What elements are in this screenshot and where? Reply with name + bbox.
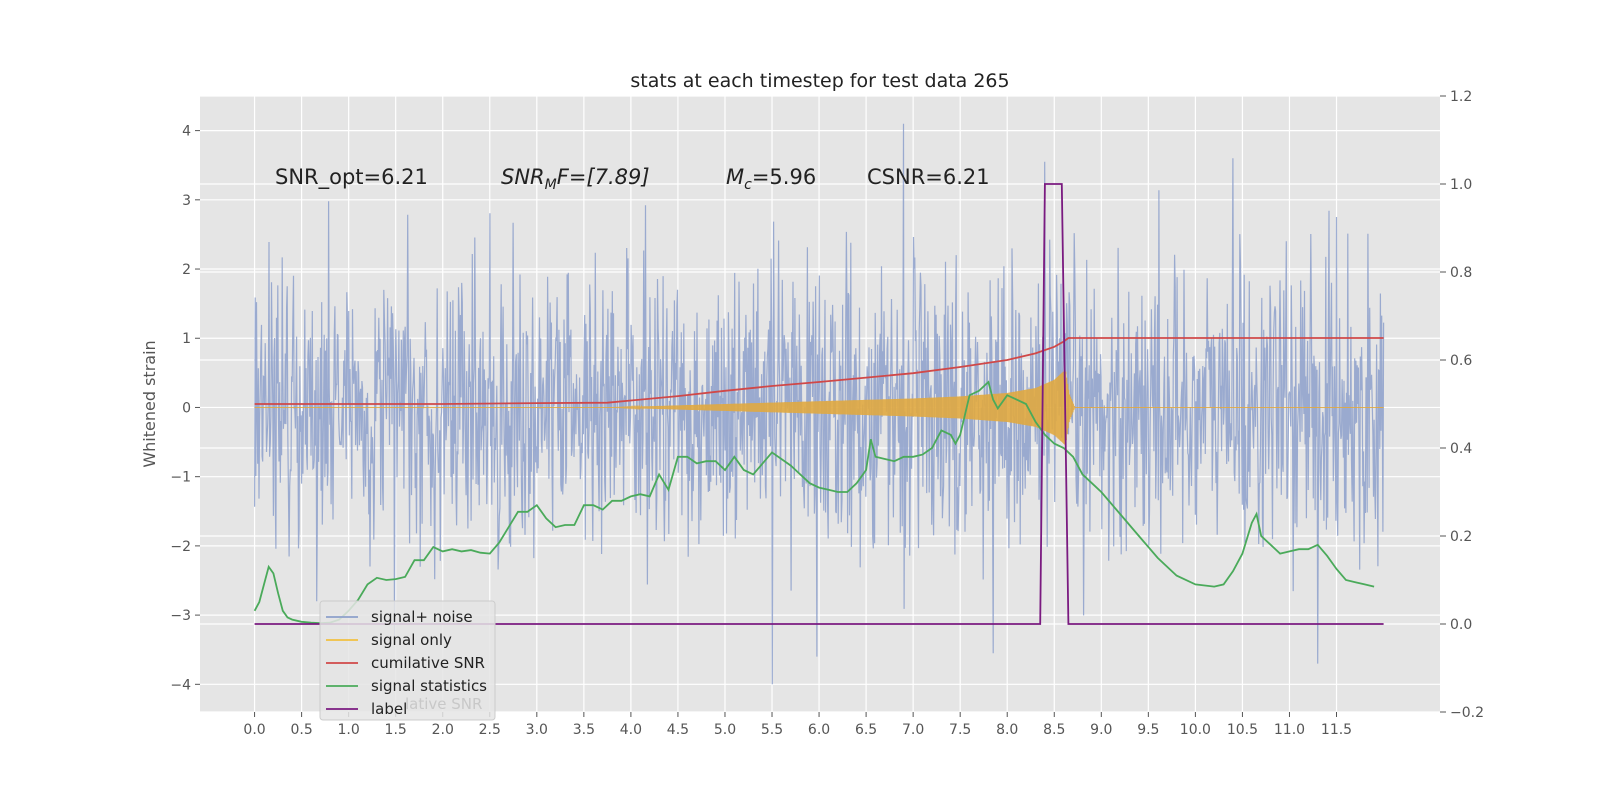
y2-tick-label: 1.2 <box>1450 89 1472 105</box>
axis-ticks: 0.0 0.5 1.0 1.5 2.0 2.5 3.0 3.5 4.0 4.5 5.0 5.5 6.0 6… <box>170 89 1484 738</box>
legend-ghost-text: lative SNR <box>405 695 482 713</box>
legend-entry-label: signal statistics <box>371 677 487 695</box>
x-tick-label: 10.0 <box>1180 722 1211 738</box>
legend-entry-label: signal only <box>371 631 452 649</box>
x-tick-label: 3.5 <box>573 722 595 738</box>
signal-noise-line <box>254 123 1385 685</box>
x-tick-label: 0.0 <box>243 722 265 738</box>
annotation-snr-opt: SNR_opt=6.21 <box>275 165 428 190</box>
label-line <box>254 183 1384 625</box>
x-tick-label: 4.5 <box>667 722 689 738</box>
y-tick-label: 1 <box>182 331 191 347</box>
x-tick-label: 7.0 <box>902 722 924 738</box>
y2-tick-label: −0.2 <box>1450 705 1484 721</box>
y-tick-label: −2 <box>170 539 191 555</box>
signal-only-line <box>254 369 1384 446</box>
right-axis-series <box>253 183 1384 625</box>
grid <box>200 95 1440 713</box>
y-tick-label: 2 <box>182 262 191 278</box>
x-tick-label: 7.5 <box>949 722 971 738</box>
x-tick-label: 4.0 <box>620 722 642 738</box>
y2-tick-label: 1.0 <box>1450 177 1472 193</box>
x-tick-label: 1.5 <box>385 722 407 738</box>
annotation-snr-mf-main: SNR <box>501 165 545 189</box>
x-tick-label: 9.5 <box>1137 722 1159 738</box>
legend-entry-label: cumilative SNR <box>371 654 485 672</box>
x-tick-label: 6.0 <box>808 722 830 738</box>
y2-tick-label: 0.6 <box>1450 353 1472 369</box>
x-tick-label: 5.5 <box>761 722 783 738</box>
legend-items: signal+ noise signal only cumilative SNR si… <box>326 608 487 718</box>
y2-tick-label: 0.4 <box>1450 441 1472 457</box>
annotation-mc-main: M <box>726 165 744 189</box>
annotation-mc: Mc=5.96 <box>726 165 816 193</box>
signal-statistics-line <box>253 380 1375 625</box>
y2-tick-label: 0.0 <box>1450 617 1472 633</box>
legend-box <box>319 600 496 721</box>
y-tick-label: −4 <box>170 677 191 693</box>
annotation-snr-mf-sub: M <box>545 177 557 193</box>
y2-tick-label: 0.8 <box>1450 265 1472 281</box>
x-tick-label: 11.0 <box>1274 722 1305 738</box>
x-tick-label: 9.0 <box>1090 722 1112 738</box>
annotation-mc-rest: =5.96 <box>752 165 816 189</box>
x-tick-label: 0.5 <box>290 722 312 738</box>
signal-noise-series <box>254 123 1385 685</box>
signal-only-series <box>254 369 1384 446</box>
annotation-snr-mf: SNRMF=[7.89] <box>501 165 650 193</box>
y2-tick-label: 0.2 <box>1450 529 1472 545</box>
y-tick-label: −3 <box>170 608 191 624</box>
legend: lative SNR signal+ noise signal only cumil… <box>319 600 496 721</box>
x-tick-label: 3.0 <box>526 722 548 738</box>
chart-title: stats at each timestep for test data 265 <box>630 70 1009 92</box>
y-tick-label: 0 <box>182 400 191 416</box>
x-tick-label: 5.0 <box>714 722 736 738</box>
y-tick-label: 3 <box>182 193 191 209</box>
y-tick-label: −1 <box>170 470 191 486</box>
x-tick-label: 1.0 <box>338 722 360 738</box>
legend-entry-label: signal+ noise <box>371 608 473 626</box>
annotation-snr-mf-rest: F=[7.89] <box>557 165 650 189</box>
x-tick-label: 2.5 <box>479 722 501 738</box>
x-tick-label: 8.5 <box>1043 722 1065 738</box>
legend-entry-label: label <box>371 700 407 718</box>
y-axis-label: Whitened strain <box>140 340 159 467</box>
y-tick-label: 4 <box>182 124 191 140</box>
x-tick-label: 2.0 <box>432 722 454 738</box>
x-tick-label: 10.5 <box>1227 722 1258 738</box>
x-tick-label: 11.5 <box>1321 722 1352 738</box>
cumulative-snr-line <box>254 337 1384 405</box>
x-tick-label: 8.0 <box>996 722 1018 738</box>
annotation-mc-sub: c <box>744 177 752 193</box>
annotation-csnr: CSNR=6.21 <box>867 165 990 189</box>
x-tick-label: 6.5 <box>855 722 877 738</box>
